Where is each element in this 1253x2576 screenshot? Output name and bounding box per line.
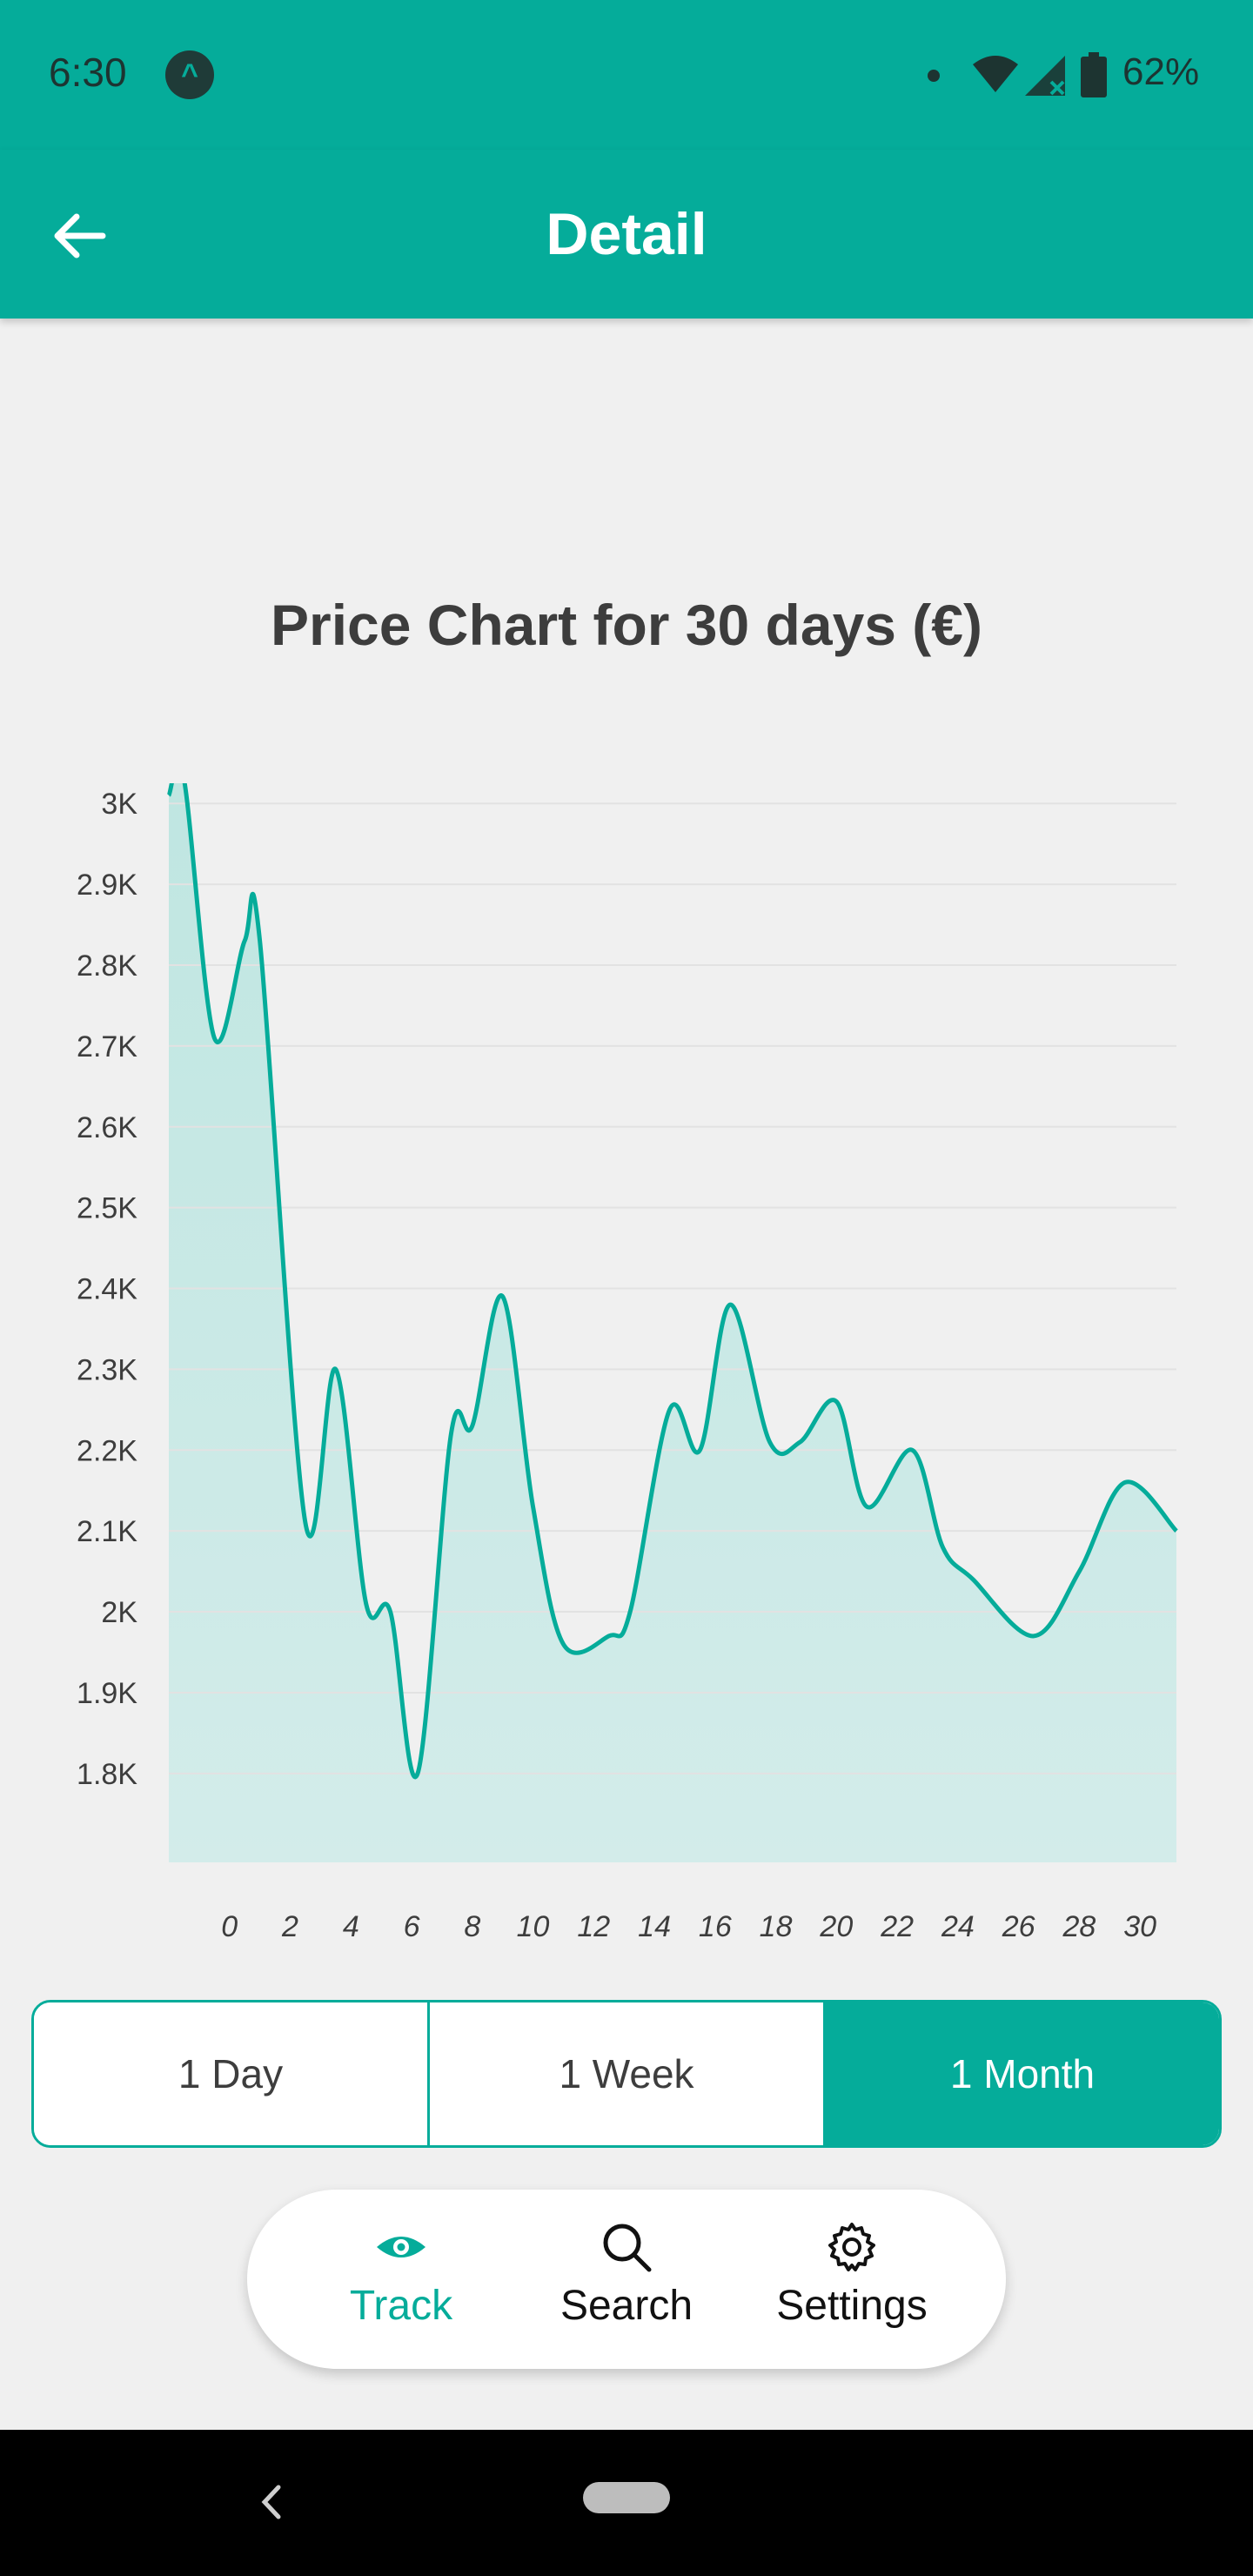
series-area xyxy=(169,783,1176,1862)
app-bar: Detail xyxy=(0,150,1253,319)
nav-label-settings: Settings xyxy=(776,2283,928,2329)
nav-item-track[interactable]: Track xyxy=(292,2190,510,2369)
app-notification-icon: ^ xyxy=(165,50,214,99)
system-back-icon[interactable] xyxy=(254,2480,289,2524)
y-tick-label: 2K xyxy=(101,1596,137,1629)
search-icon xyxy=(603,2224,652,2272)
wifi-icon xyxy=(973,56,1018,92)
status-time: 6:30 xyxy=(49,50,127,95)
y-tick-label: 2.6K xyxy=(77,1111,137,1144)
nav-label-search: Search xyxy=(559,2283,694,2329)
x-tick-label: 16 xyxy=(699,1910,732,1943)
x-tick-label: 24 xyxy=(941,1910,975,1943)
arrow-left-icon[interactable] xyxy=(49,205,110,266)
nav-label-track: Track xyxy=(349,2283,453,2329)
range-selector: 1 Day 1 Week 1 Month xyxy=(31,2000,1222,2148)
y-tick-label: 2.9K xyxy=(77,869,137,902)
y-tick-label: 2.8K xyxy=(77,949,137,983)
y-tick-label: 2.5K xyxy=(77,1192,137,1225)
status-bar: 6:30 ^ 62% xyxy=(0,0,1253,150)
battery-icon xyxy=(1081,52,1107,97)
y-tick-label: 3K xyxy=(101,788,137,821)
range-1-week-button[interactable]: 1 Week xyxy=(427,2002,823,2145)
x-tick-label: 20 xyxy=(819,1910,853,1943)
x-tick-label: 30 xyxy=(1123,1910,1156,1943)
x-tick-label: 12 xyxy=(577,1910,610,1943)
series-line xyxy=(166,783,1178,1780)
y-tick-label: 1.8K xyxy=(77,1758,137,1791)
x-tick-label: 10 xyxy=(517,1910,550,1943)
x-tick-label: 28 xyxy=(1062,1910,1096,1943)
y-tick-label: 1.9K xyxy=(77,1677,137,1710)
x-tick-label: 0 xyxy=(221,1910,238,1943)
y-tick-label: 2.2K xyxy=(77,1434,137,1467)
chart-title: Price Chart for 30 days (€) xyxy=(271,593,982,657)
page-title: Detail xyxy=(546,201,707,267)
price-chart: 1.8K 1.9K 2K 2.1K 2.2K 2.3K 2.4K 2.5K 2.6K 2.7K 2.… xyxy=(77,783,1178,1943)
system-nav-bar xyxy=(0,2430,1253,2576)
x-tick-label: 2 xyxy=(281,1910,298,1943)
notification-dot-icon xyxy=(928,70,940,82)
y-tick-label: 2.7K xyxy=(77,1030,137,1063)
nav-item-search[interactable]: Search xyxy=(518,2190,735,2369)
x-tick-label: 14 xyxy=(638,1910,671,1943)
range-1-day-button[interactable]: 1 Day xyxy=(34,2002,427,2145)
x-tick-label: 4 xyxy=(343,1910,359,1943)
range-1-month-button[interactable]: 1 Month xyxy=(823,2002,1219,2145)
x-tick-label: 6 xyxy=(404,1910,420,1943)
system-home-pill[interactable] xyxy=(583,2482,670,2513)
gear-icon xyxy=(828,2223,875,2271)
signal-icon xyxy=(1025,56,1065,96)
y-tick-label: 2.1K xyxy=(77,1515,137,1548)
bottom-nav: Track Search Settings xyxy=(247,2190,1006,2369)
eye-icon xyxy=(377,2237,425,2257)
nav-item-settings[interactable]: Settings xyxy=(743,2190,961,2369)
battery-percentage: 62% xyxy=(1122,50,1200,93)
y-tick-label: 2.3K xyxy=(77,1353,137,1386)
x-tick-label: 26 xyxy=(1002,1910,1035,1943)
x-tick-label: 22 xyxy=(880,1910,914,1943)
x-tick-label: 8 xyxy=(464,1910,480,1943)
y-tick-label: 2.4K xyxy=(77,1273,137,1306)
x-tick-label: 18 xyxy=(760,1910,793,1943)
